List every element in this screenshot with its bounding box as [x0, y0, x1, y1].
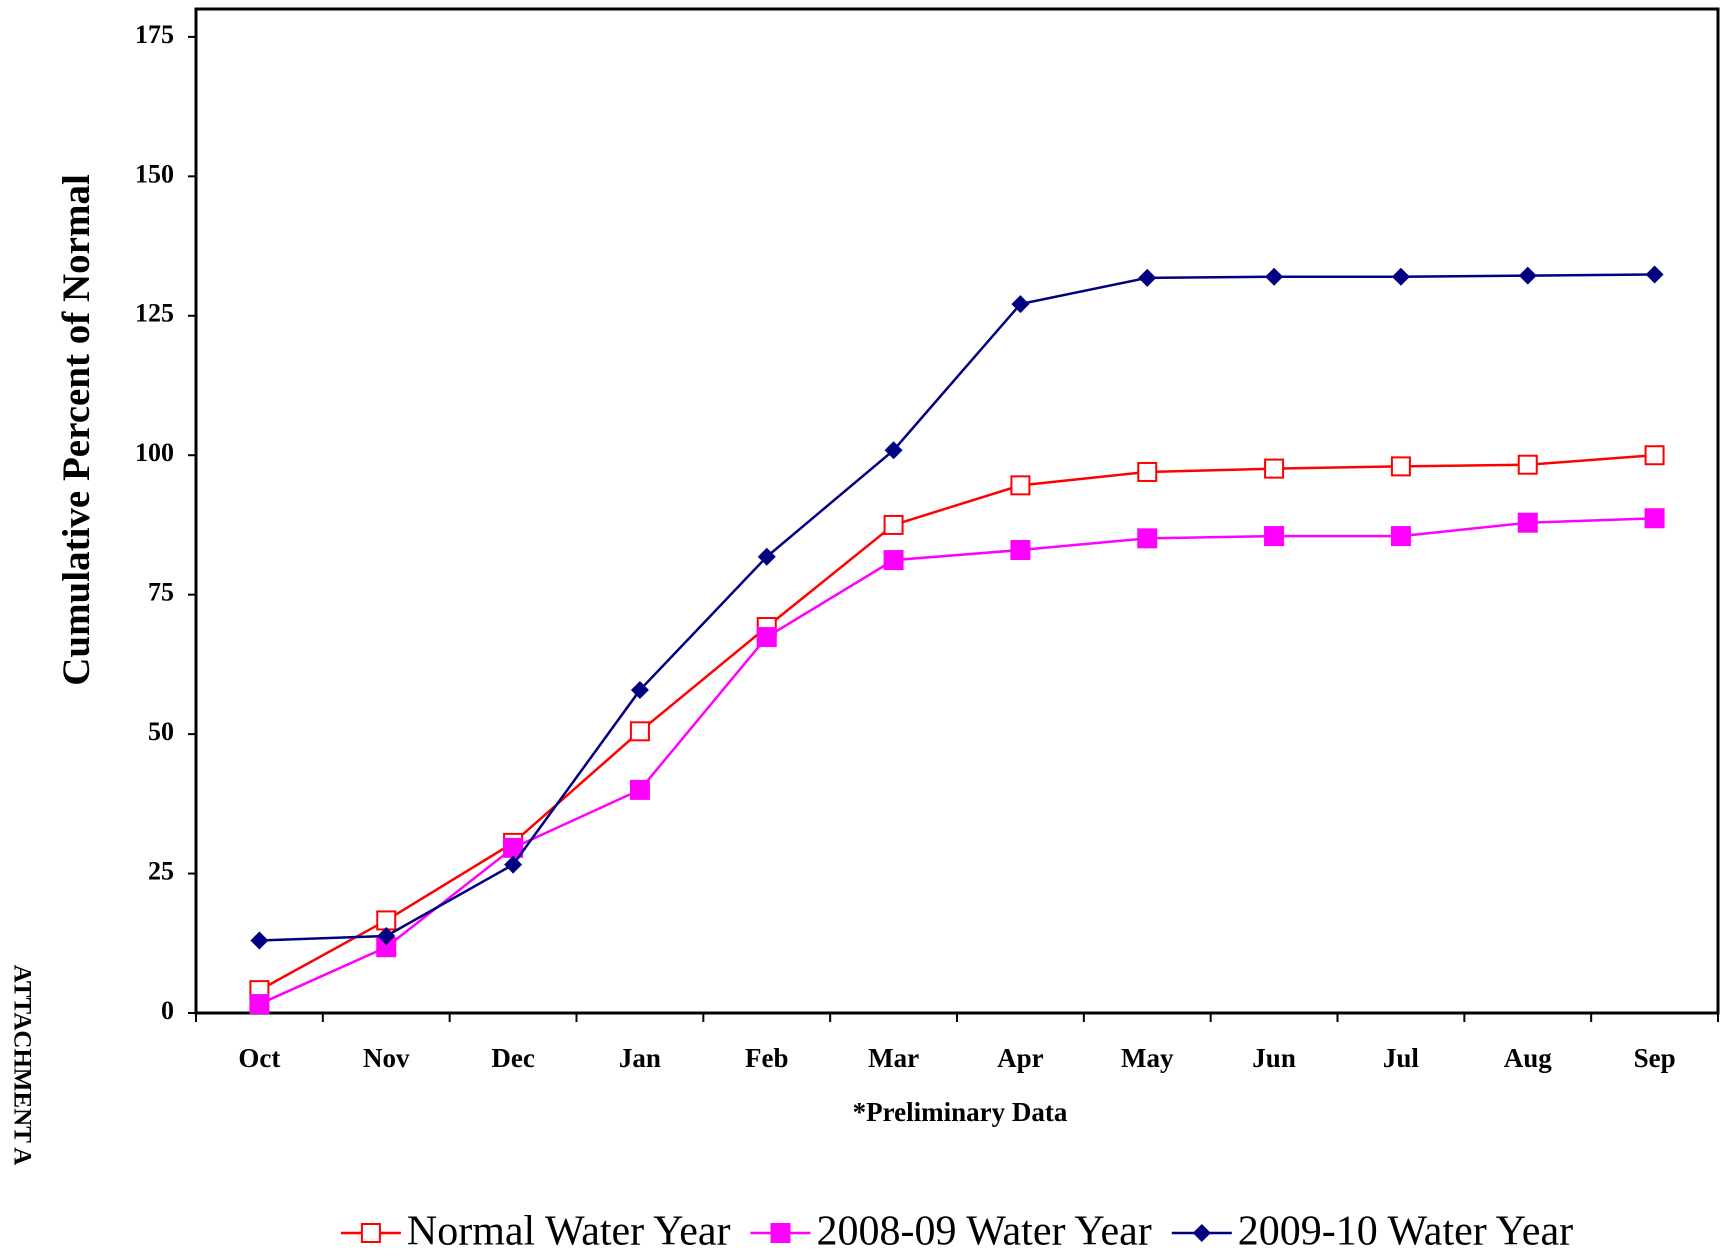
x-tick-label: Nov [363, 1043, 410, 1073]
marker [1517, 512, 1538, 533]
marker [1264, 526, 1285, 547]
x-tick-label: Jan [619, 1043, 661, 1073]
legend-label: Normal Water Year [407, 1209, 731, 1255]
marker [1264, 458, 1285, 479]
plot-area [194, 7, 1720, 1015]
x-note: *Preliminary Data [853, 1097, 1068, 1127]
marker [770, 1223, 791, 1243]
marker [884, 441, 903, 460]
side-note: ATTACHMENT A [8, 965, 35, 1166]
marker [757, 547, 776, 566]
x-tick-label: Aug [1504, 1043, 1553, 1073]
marker [630, 681, 649, 700]
x-tick-label: Feb [745, 1043, 789, 1073]
marker [250, 931, 269, 950]
marker [377, 927, 396, 946]
marker [1137, 528, 1158, 549]
y-tick-label: 50 [148, 717, 174, 746]
marker [1137, 461, 1158, 482]
y-tick-label: 75 [148, 578, 174, 607]
marker [1265, 267, 1284, 286]
marker [1644, 445, 1665, 466]
marker [1390, 456, 1411, 477]
marker [756, 627, 777, 648]
marker [1011, 295, 1030, 314]
legend-label: 2008-09 Water Year [817, 1209, 1152, 1255]
y-tick-label: 150 [135, 159, 174, 188]
marker [504, 855, 523, 874]
marker [376, 910, 397, 931]
y-tick-label: 100 [135, 438, 174, 467]
marker [883, 514, 904, 535]
x-tick-label: Oct [238, 1043, 280, 1073]
x-tick-label: Jul [1383, 1043, 1420, 1073]
x-tick-label: Jun [1252, 1043, 1296, 1073]
legend: Normal Water Year 2008-09 Water Year 2009-… [340, 1209, 1573, 1255]
x-tick-label: Sep [1634, 1043, 1676, 1073]
legend-label: 2009-10 Water Year [1238, 1209, 1573, 1255]
marker [249, 994, 270, 1015]
marker [360, 1223, 381, 1243]
marker [1517, 454, 1538, 475]
x-tick-label: Mar [868, 1043, 919, 1073]
marker [1518, 266, 1537, 285]
marker [1010, 540, 1031, 561]
x-tick-label: Dec [491, 1043, 534, 1073]
marker [1138, 268, 1157, 287]
marker [883, 550, 904, 571]
x-tick-label: Apr [997, 1043, 1044, 1073]
marker [1644, 508, 1665, 529]
series-line [259, 273, 1655, 942]
series-line [258, 453, 1655, 992]
y-tick-label: 175 [135, 20, 174, 49]
marker [1391, 267, 1410, 286]
marker [1390, 526, 1411, 547]
y-tick-label: 125 [135, 299, 174, 328]
marker [1192, 1224, 1211, 1242]
x-tick-label: May [1121, 1043, 1174, 1073]
y-tick-label: 0 [161, 996, 174, 1025]
marker [1645, 265, 1664, 284]
series-line [258, 517, 1655, 1006]
marker [629, 721, 650, 742]
marker [1010, 475, 1031, 496]
y-axis-label: Cumulative Percent of Normal [55, 174, 98, 686]
marker [629, 779, 650, 800]
y-tick-label: 25 [148, 857, 174, 886]
